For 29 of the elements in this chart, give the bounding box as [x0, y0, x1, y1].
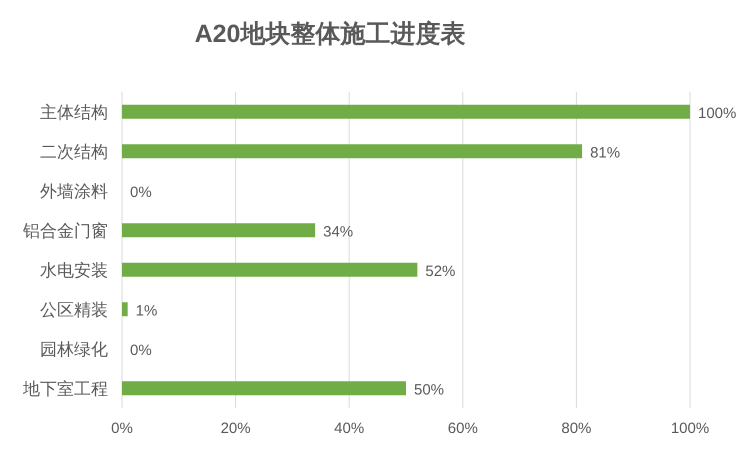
- x-tick-label: 0%: [111, 420, 133, 437]
- chart-title: A20地块整体施工进度表: [194, 20, 466, 48]
- data-label: 34%: [323, 223, 354, 240]
- y-tick-label: 园林绿化: [40, 340, 108, 359]
- x-tick-label: 80%: [561, 420, 592, 437]
- data-label: 50%: [414, 381, 444, 398]
- y-tick-label: 二次结构: [40, 142, 108, 162]
- bar: [122, 262, 418, 277]
- data-label: 81%: [590, 144, 620, 162]
- bar: [122, 381, 406, 396]
- data-label: 0%: [130, 342, 152, 359]
- bar: [122, 104, 690, 119]
- y-tick-label: 公区精装: [40, 300, 108, 320]
- y-tick-label: 水电安装: [40, 260, 108, 280]
- x-tick-label: 20%: [220, 420, 251, 437]
- y-tick-label: 铝合金门窗: [22, 221, 108, 240]
- bar: [122, 144, 582, 158]
- bar: [122, 223, 316, 238]
- data-label: 52%: [425, 262, 456, 280]
- data-label: 0%: [130, 184, 152, 201]
- y-tick-label: 外墙涂料: [40, 182, 108, 201]
- x-tick-label: 40%: [334, 420, 364, 437]
- x-tick-label: 100%: [670, 420, 710, 437]
- x-tick-label: 60%: [448, 420, 478, 437]
- bar: [122, 302, 128, 316]
- data-label: 100%: [698, 104, 736, 122]
- y-tick-label: 地下室工程: [22, 379, 108, 398]
- data-label: 1%: [136, 302, 158, 320]
- y-tick-label: 主体结构: [40, 102, 108, 122]
